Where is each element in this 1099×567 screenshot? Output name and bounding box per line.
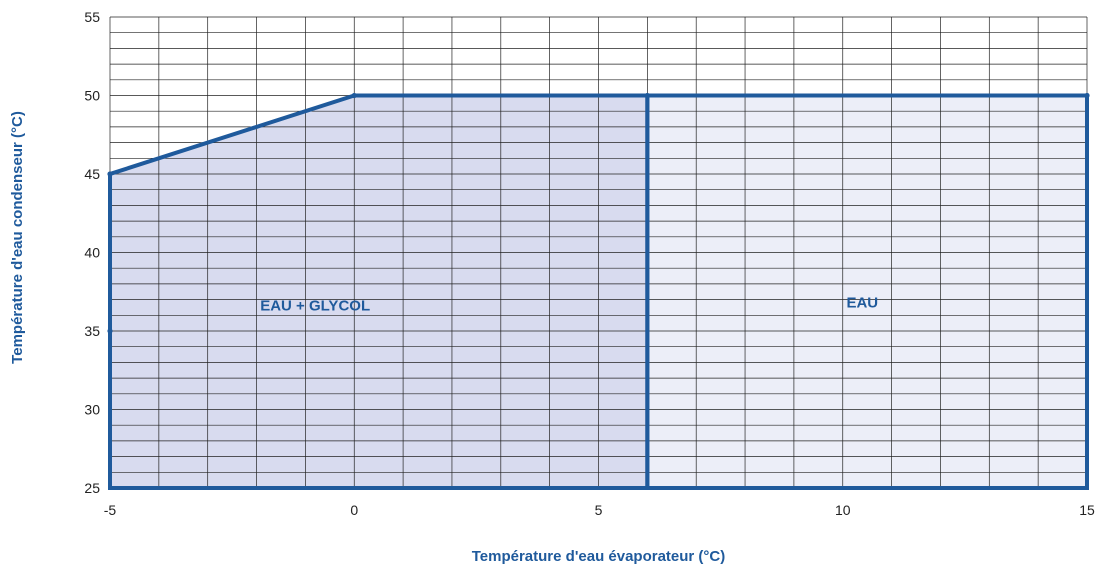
boundary-point [1084, 92, 1090, 99]
x-tick-label: 10 [835, 502, 851, 518]
x-tick-label: 15 [1079, 502, 1095, 518]
boundary-point [107, 171, 113, 177]
region-fill-water [647, 95, 1087, 488]
y-tick-label: 30 [84, 402, 100, 418]
region-label-water: EAU [846, 294, 878, 311]
y-tick-label: 55 [84, 9, 100, 25]
x-axis-title: Température d'eau évaporateur (°C) [472, 548, 726, 565]
y-tick-label: 45 [84, 166, 100, 182]
y-tick-label: 25 [84, 480, 100, 496]
x-tick-label: -5 [104, 502, 117, 518]
x-tick-label: 0 [350, 502, 358, 518]
boundary-point [644, 92, 650, 99]
region-label-glycol: EAU + GLYCOL [260, 298, 370, 315]
region-fill-glycol [110, 95, 648, 488]
y-tick-label: 40 [84, 245, 100, 261]
region-outline-glycol [108, 93, 650, 490]
x-tick-label: 5 [595, 502, 603, 518]
boundary-point [107, 328, 113, 334]
boundary-point [351, 92, 357, 99]
y-tick-label: 35 [84, 323, 100, 339]
y-axis-title: Température d'eau condenseur (°C) [9, 111, 26, 364]
y-tick-label: 50 [84, 88, 100, 104]
